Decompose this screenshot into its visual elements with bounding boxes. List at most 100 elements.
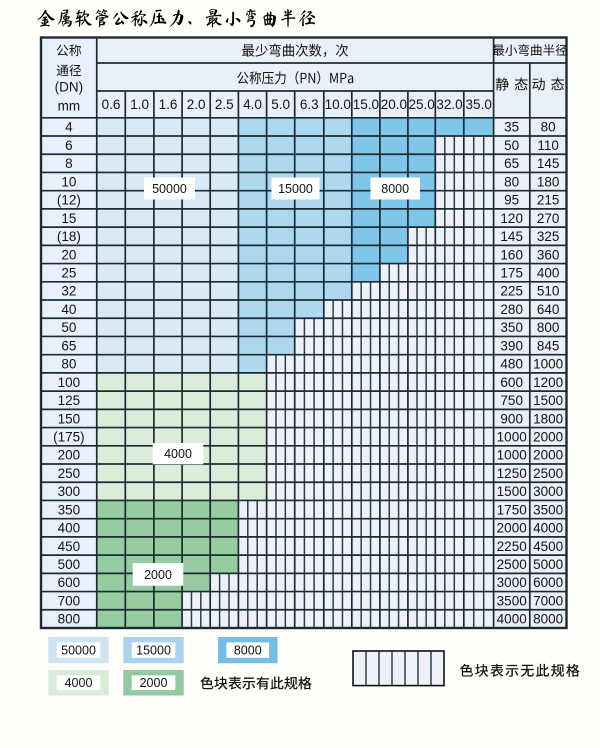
svg-text:8000: 8000 (234, 644, 262, 658)
svg-text:1000: 1000 (497, 429, 527, 444)
svg-text:6.3: 6.3 (300, 97, 319, 112)
svg-text:50000: 50000 (61, 644, 96, 658)
svg-text:5000: 5000 (533, 557, 563, 572)
svg-text:640: 640 (537, 302, 560, 317)
svg-text:65: 65 (504, 156, 519, 171)
svg-text:7000: 7000 (533, 593, 563, 608)
svg-text:1000: 1000 (497, 448, 527, 463)
svg-text:(12): (12) (57, 193, 81, 208)
svg-text:80: 80 (541, 120, 556, 135)
svg-text:1200: 1200 (533, 375, 563, 390)
svg-text:360: 360 (537, 247, 560, 262)
svg-text:8: 8 (65, 156, 73, 171)
svg-text:25.0: 25.0 (408, 97, 434, 112)
svg-text:32: 32 (61, 284, 76, 299)
svg-text:2500: 2500 (497, 557, 527, 572)
svg-text:125: 125 (58, 393, 81, 408)
svg-text:145: 145 (500, 229, 523, 244)
svg-text:145: 145 (537, 156, 560, 171)
svg-text:270: 270 (537, 211, 560, 226)
svg-text:2000: 2000 (533, 448, 563, 463)
svg-text:80: 80 (61, 357, 76, 372)
svg-text:480: 480 (500, 357, 523, 372)
svg-text:3000: 3000 (497, 575, 527, 590)
svg-text:8000: 8000 (381, 182, 409, 196)
svg-text:32.0: 32.0 (436, 97, 462, 112)
svg-text:50000: 50000 (152, 182, 187, 196)
svg-text:800: 800 (537, 320, 560, 335)
svg-text:0.6: 0.6 (102, 97, 121, 112)
svg-text:2.5: 2.5 (215, 97, 234, 112)
svg-text:8000: 8000 (533, 612, 563, 627)
svg-text:5.0: 5.0 (271, 97, 290, 112)
svg-text:4000: 4000 (65, 676, 93, 690)
svg-text:110: 110 (537, 138, 559, 153)
svg-text:25: 25 (61, 265, 76, 280)
svg-text:35: 35 (504, 120, 519, 135)
svg-text:65: 65 (61, 338, 76, 353)
svg-text:80: 80 (504, 174, 519, 189)
svg-text:15.0: 15.0 (353, 97, 379, 112)
svg-text:600: 600 (58, 575, 81, 590)
svg-text:800: 800 (58, 612, 81, 627)
svg-text:1800: 1800 (533, 411, 563, 426)
svg-text:280: 280 (500, 302, 523, 317)
svg-text:mm: mm (58, 99, 81, 114)
svg-text:1250: 1250 (497, 466, 527, 481)
svg-text:2000: 2000 (533, 429, 563, 444)
svg-text:300: 300 (58, 484, 81, 499)
svg-text:350: 350 (500, 320, 523, 335)
svg-text:160: 160 (500, 247, 523, 262)
svg-text:390: 390 (500, 338, 523, 353)
svg-text:95: 95 (504, 193, 519, 208)
svg-text:4.0: 4.0 (243, 97, 262, 112)
svg-text:175: 175 (500, 265, 523, 280)
svg-text:1500: 1500 (533, 393, 563, 408)
svg-text:1750: 1750 (497, 502, 527, 517)
svg-text:510: 510 (537, 284, 560, 299)
svg-text:(DN): (DN) (55, 79, 84, 94)
svg-text:400: 400 (58, 521, 81, 536)
svg-text:4500: 4500 (533, 539, 563, 554)
svg-text:845: 845 (537, 338, 560, 353)
svg-text:4000: 4000 (164, 447, 192, 461)
svg-text:20.0: 20.0 (381, 97, 407, 112)
svg-text:1500: 1500 (497, 484, 527, 499)
svg-text:2000: 2000 (497, 521, 527, 536)
svg-text:35.0: 35.0 (466, 97, 492, 112)
svg-text:6000: 6000 (533, 575, 563, 590)
svg-text:2.0: 2.0 (187, 97, 206, 112)
svg-text:900: 900 (500, 411, 523, 426)
svg-text:450: 450 (58, 539, 81, 554)
svg-text:120: 120 (500, 211, 523, 226)
svg-text:4000: 4000 (533, 521, 563, 536)
svg-text:50: 50 (61, 320, 76, 335)
svg-text:150: 150 (58, 411, 81, 426)
svg-text:40: 40 (61, 302, 76, 317)
svg-text:10.0: 10.0 (325, 97, 351, 112)
svg-text:200: 200 (58, 448, 81, 463)
svg-text:500: 500 (58, 557, 81, 572)
svg-text:225: 225 (500, 284, 523, 299)
svg-text:2250: 2250 (497, 539, 527, 554)
svg-text:4: 4 (65, 120, 73, 135)
svg-text:6: 6 (65, 138, 73, 153)
svg-text:10: 10 (61, 174, 76, 189)
svg-text:700: 700 (58, 593, 81, 608)
svg-text:3500: 3500 (533, 502, 563, 517)
svg-text:750: 750 (500, 393, 523, 408)
svg-text:350: 350 (58, 502, 81, 517)
svg-text:2000: 2000 (144, 568, 172, 582)
svg-text:215: 215 (537, 193, 560, 208)
svg-text:4000: 4000 (497, 612, 527, 627)
svg-text:2000: 2000 (140, 676, 168, 690)
svg-text:3500: 3500 (497, 593, 527, 608)
svg-text:1.0: 1.0 (130, 97, 149, 112)
svg-text:(175): (175) (53, 429, 85, 444)
svg-text:50: 50 (504, 138, 519, 153)
svg-text:2500: 2500 (533, 466, 563, 481)
svg-text:(18): (18) (57, 229, 81, 244)
svg-text:100: 100 (58, 375, 81, 390)
svg-text:20: 20 (61, 247, 76, 262)
svg-text:1.6: 1.6 (159, 97, 178, 112)
